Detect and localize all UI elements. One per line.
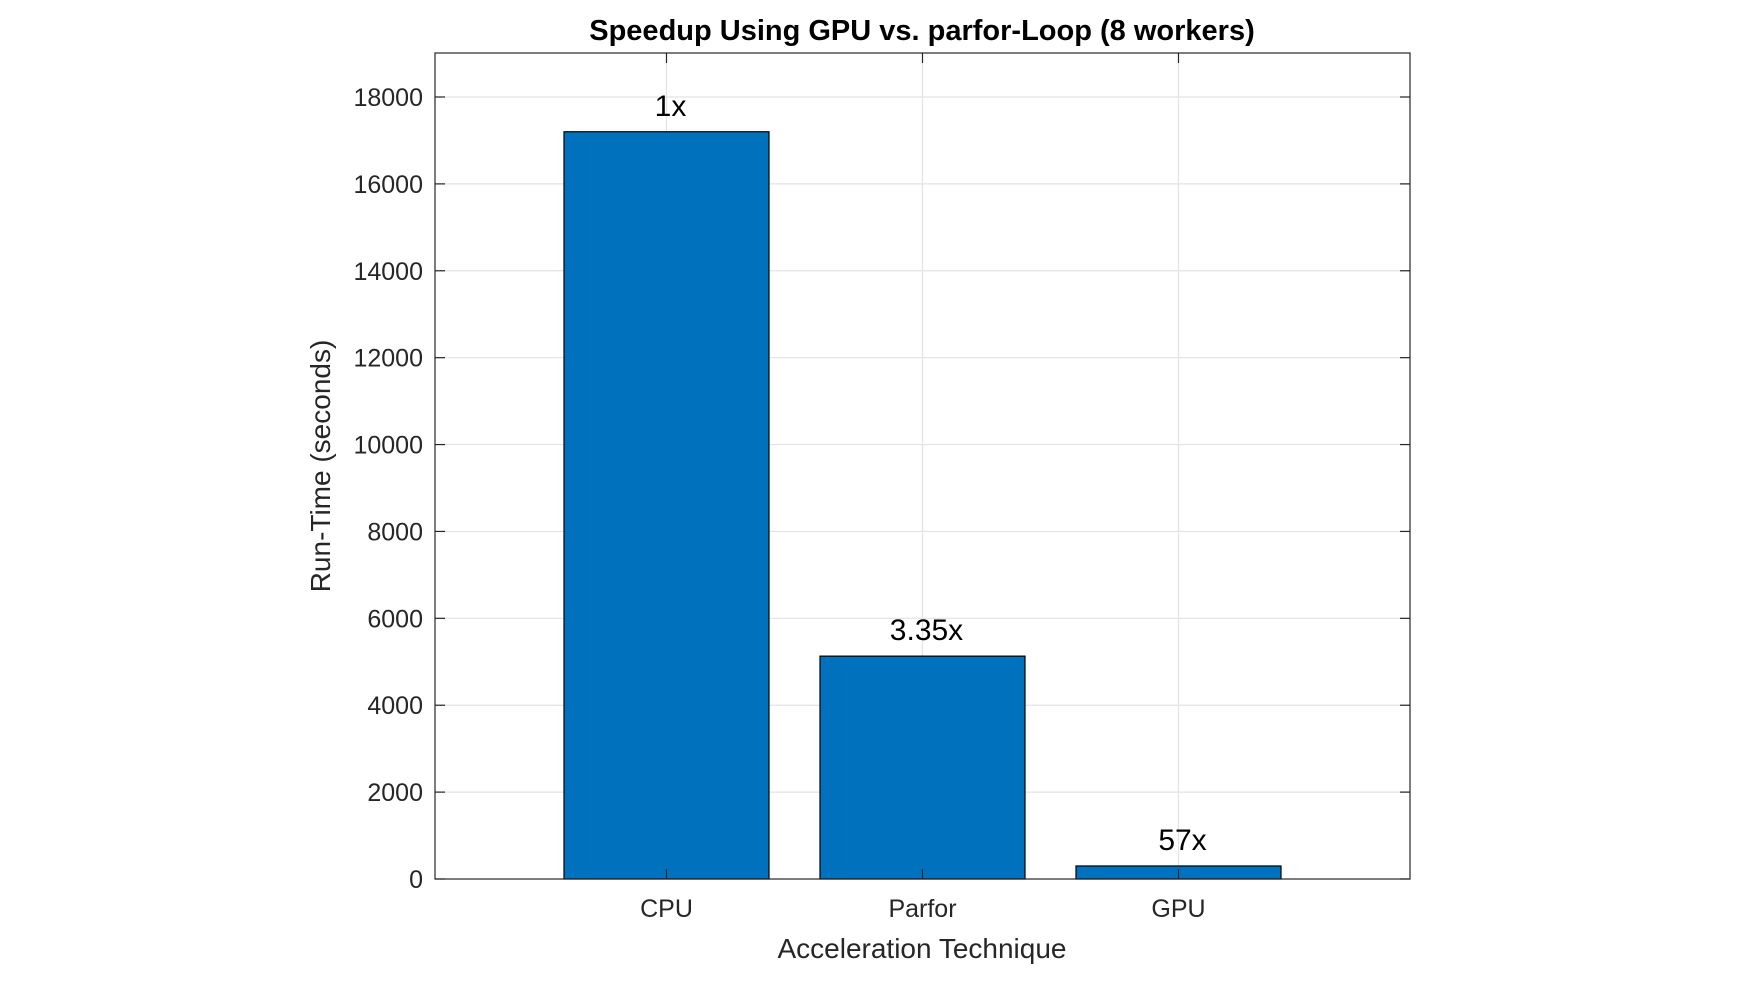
y-axis-label: Run-Time (seconds) [305,340,336,593]
y-tick-label: 0 [409,866,423,894]
bar-data-label: 57x [1158,824,1206,857]
x-tick-label: CPU [640,895,693,923]
plot-frame [434,52,1411,880]
x-axis-label: Acceleration Technique [777,933,1066,964]
bar-data-label: 3.35x [890,614,963,647]
bar-data-label: 1x [655,90,687,123]
y-tick-labels: 0 2000 4000 6000 8000 10000 12000 14000 16000 180… [353,84,423,894]
y-tick-label: 6000 [367,605,423,633]
axis-ticks [435,53,1410,880]
x-tick-labels: CPU Parfor GPU [640,895,1205,923]
y-tick-label: 18000 [353,84,423,112]
y-tick-label: 8000 [367,518,423,546]
y-tick-label: 2000 [367,779,423,807]
bar-cpu [563,131,770,880]
y-tick-label: 16000 [353,171,423,199]
y-tick-label: 10000 [353,432,423,460]
data-labels: 1x 3.35x 57x [655,90,1207,857]
x-tick-label: GPU [1151,895,1205,923]
bars [563,131,1282,880]
chart-title: Speedup Using GPU vs. parfor-Loop (8 wor… [589,15,1255,47]
y-tick-label: 12000 [353,345,423,373]
y-tick-label: 4000 [367,692,423,720]
bar-parfor [819,655,1026,880]
x-tick-label: Parfor [888,895,956,923]
y-tick-label: 14000 [353,258,423,286]
